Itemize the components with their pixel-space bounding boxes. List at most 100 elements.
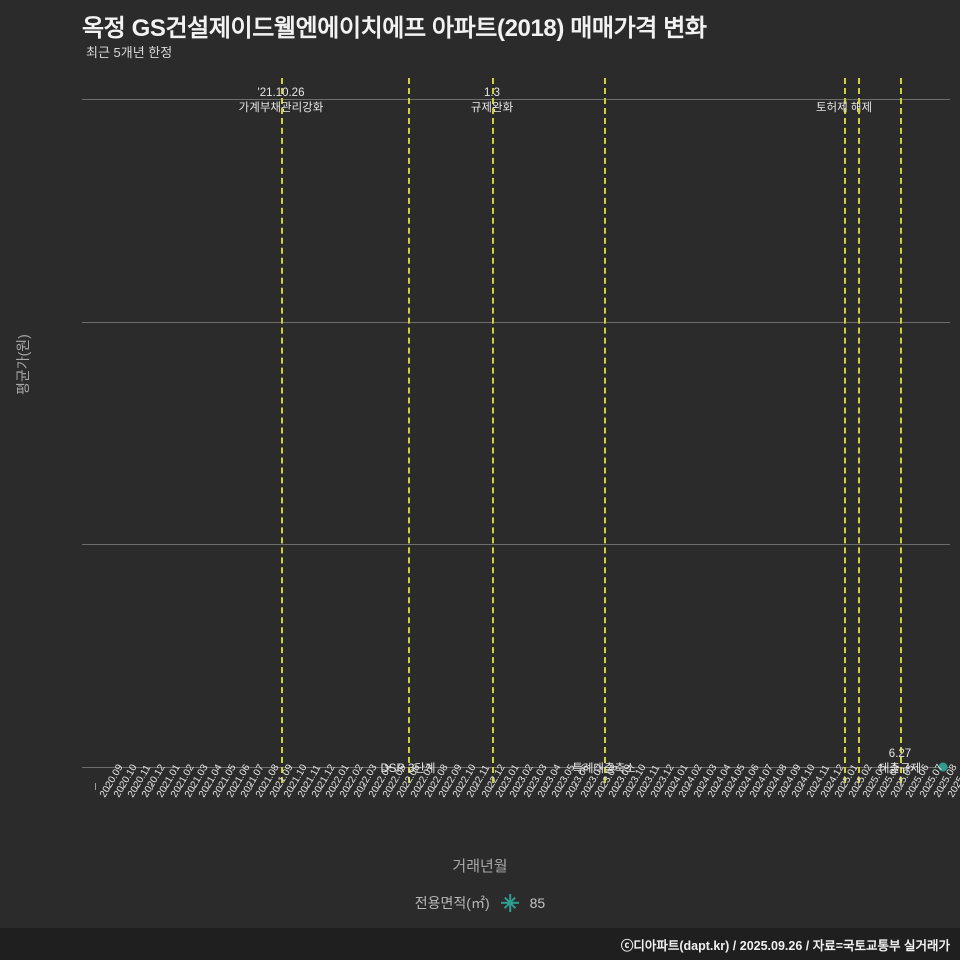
- event-line-policy-627: [900, 78, 902, 783]
- x-tick-mark: [886, 783, 888, 790]
- x-tick-mark: [660, 783, 662, 790]
- x-tick-mark: [914, 783, 916, 790]
- x-tick-mark: [434, 783, 436, 790]
- x-tick-mark: [448, 783, 450, 790]
- star-marker-icon: [500, 893, 520, 913]
- x-tick-mark: [292, 783, 294, 790]
- event-label-spacer: [380, 747, 435, 762]
- x-tick-mark: [589, 783, 591, 790]
- x-tick-mark: [730, 783, 732, 790]
- y-tick-mark: [82, 544, 88, 546]
- x-tick-mark: [872, 783, 874, 790]
- x-tick-mark: [603, 783, 605, 790]
- legend-item-85: 85: [529, 895, 546, 911]
- event-label-policy-dsr3: DSR 3단계: [380, 747, 435, 777]
- footer-credit: ⓒ디아파트(dapt.kr) / 2025.09.26 / 자료=국토교통부 실…: [620, 938, 950, 953]
- event-label-policy-627: 6.27 대출규제: [879, 747, 921, 777]
- x-tick-mark: [377, 783, 379, 790]
- x-tick-mark: [123, 783, 125, 790]
- event-label-policy-special-loan: 특례대출축소: [572, 747, 635, 777]
- event-label-text: 대출규제: [878, 763, 922, 775]
- x-tick-mark: [462, 783, 464, 790]
- x-tick-mark: [95, 783, 97, 790]
- x-tick-mark: [321, 783, 323, 790]
- x-tick-mark: [844, 783, 846, 790]
- x-tick-mark: [208, 783, 210, 790]
- x-tick-mark: [490, 783, 492, 790]
- x-tick-mark: [307, 783, 309, 790]
- x-tick-mark: [716, 783, 718, 790]
- y-tick-mark: [82, 321, 88, 323]
- x-tick-mark: [420, 783, 422, 790]
- gridline: [88, 544, 950, 546]
- x-tick-mark: [278, 783, 280, 790]
- event-label-text: DSR 3단계: [380, 763, 436, 775]
- event-label-policy-1-3: 1.3 규제완화: [471, 86, 513, 116]
- event-line-policy-toheoje-1: [844, 78, 846, 783]
- x-axis-title: 거래년월: [452, 858, 508, 875]
- event-line-policy-2021-10-26: [281, 78, 283, 783]
- x-tick-mark: [632, 783, 634, 790]
- page-title: 옥정 GS건설제이드웰엔에이치에프 아파트(2018) 매매가격 변화: [82, 15, 707, 42]
- x-tick-mark: [787, 783, 789, 790]
- event-line-policy-special-loan: [604, 78, 606, 783]
- x-tick-mark: [391, 783, 393, 790]
- x-tick-mark: [137, 783, 139, 790]
- event-line-policy-dsr3: [408, 78, 410, 783]
- x-tick-mark: [617, 783, 619, 790]
- event-label-policy-toheoje-1: 토허제 해제: [816, 86, 872, 116]
- x-tick-mark: [533, 783, 535, 790]
- x-tick-mark: [928, 783, 930, 790]
- x-tick-mark: [349, 783, 351, 790]
- y-tick-mark: [82, 767, 88, 768]
- x-tick-mark: [264, 783, 266, 790]
- chart-legend: 전용면적(㎡) 85: [0, 893, 960, 913]
- x-tick-mark: [547, 783, 549, 790]
- event-line-policy-toheoje-2: [858, 78, 860, 783]
- data-point[interactable]: [938, 762, 948, 772]
- x-tick-mark: [193, 783, 195, 790]
- x-tick-mark: [561, 783, 563, 790]
- y-tick-mark: [82, 99, 88, 100]
- x-tick-mark: [236, 783, 238, 790]
- x-tick-mark: [801, 783, 803, 790]
- x-tick-mark: [504, 783, 506, 790]
- gridline: [88, 767, 950, 768]
- x-tick-mark: [165, 783, 167, 790]
- event-label-text: 특례대출축소: [572, 763, 636, 775]
- x-tick-mark: [476, 783, 478, 790]
- x-tick-mark: [519, 783, 520, 790]
- x-tick-mark: [151, 783, 153, 790]
- x-tick-mark: [688, 783, 690, 790]
- x-tick-mark: [109, 783, 111, 790]
- gridline: [88, 321, 950, 323]
- event-label-date: 1.3: [483, 87, 500, 99]
- event-label-text: 가계부채관리강화: [238, 102, 324, 114]
- x-tick-mark: [900, 783, 902, 790]
- x-tick-mark: [745, 783, 747, 790]
- event-label-policy-2021-10-26: '21.10.26 가계부채관리강화: [239, 86, 324, 116]
- x-tick-mark: [815, 783, 817, 790]
- x-tick-mark: [942, 783, 944, 790]
- gridline: [88, 99, 950, 100]
- x-tick-mark: [759, 783, 761, 790]
- x-tick-mark: [773, 783, 775, 790]
- x-tick-mark: [222, 783, 224, 790]
- event-line-policy-1-3: [492, 78, 494, 783]
- x-tick-mark: [335, 783, 337, 790]
- x-tick-mark: [858, 783, 860, 790]
- footer-bar: ⓒ디아파트(dapt.kr) / 2025.09.26 / 자료=국토교통부 실…: [0, 928, 960, 960]
- x-tick-mark: [405, 783, 407, 790]
- x-tick-mark: [363, 783, 365, 790]
- chart-subtitle: 최근 5개년 한정: [86, 45, 173, 60]
- event-label-date: '21.10.26: [257, 87, 305, 99]
- y-axis-title: 평균가(원): [15, 334, 31, 395]
- event-label-date: 6.27: [888, 748, 912, 760]
- x-tick-mark: [702, 783, 704, 790]
- x-tick-mark: [250, 783, 252, 790]
- event-label-spacer: [572, 747, 635, 762]
- x-tick-mark: [674, 783, 676, 790]
- x-tick-mark: [575, 783, 577, 790]
